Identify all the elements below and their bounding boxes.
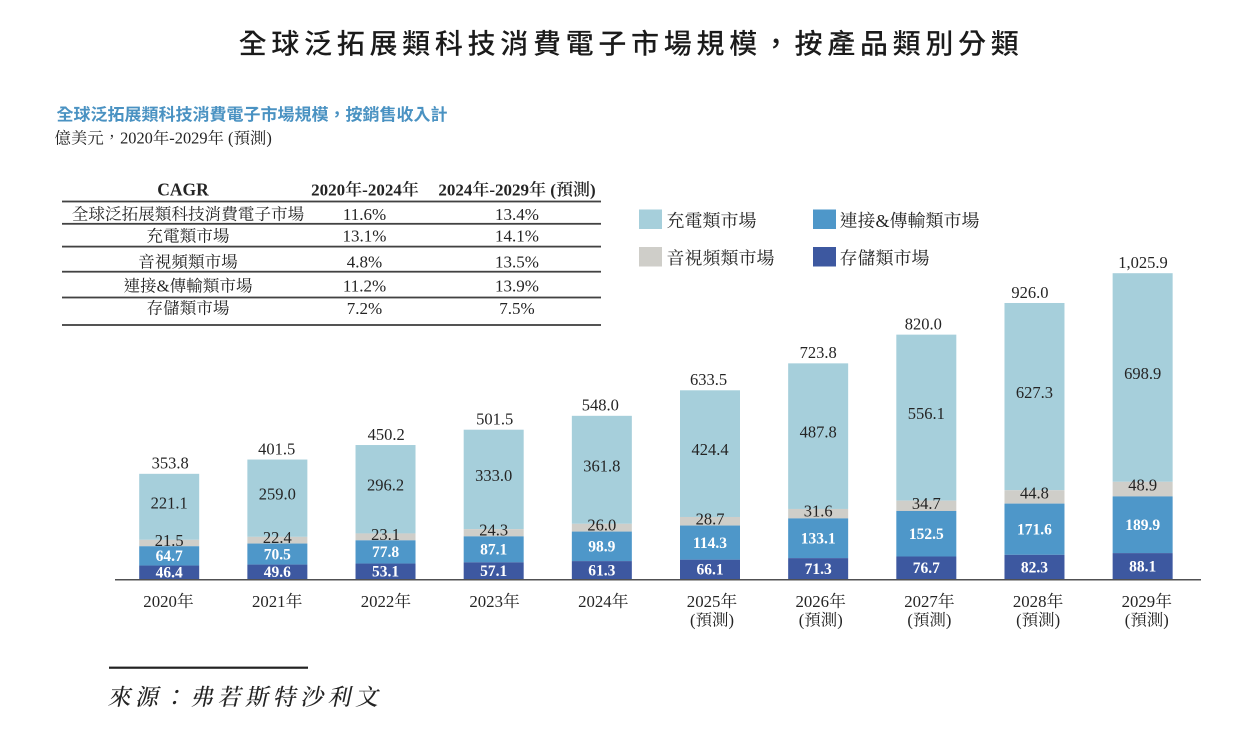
svg-text:87.1: 87.1: [480, 542, 507, 559]
svg-text:98.9: 98.9: [588, 539, 615, 556]
svg-text:2022: 2022: [361, 592, 395, 611]
svg-text:2023: 2023: [469, 592, 503, 611]
svg-text:CAGR: CAGR: [157, 179, 209, 199]
svg-text:221.1: 221.1: [151, 493, 188, 512]
svg-text:1,025.9: 1,025.9: [1118, 253, 1168, 272]
svg-text:152.5: 152.5: [909, 526, 944, 543]
svg-text:23.1: 23.1: [371, 525, 400, 544]
svg-text:-2029: -2029: [169, 129, 207, 148]
svg-text:548.0: 548.0: [582, 396, 619, 415]
svg-text:-2024: -2024: [362, 180, 402, 199]
svg-text:723.8: 723.8: [800, 343, 837, 362]
svg-text:66.1: 66.1: [696, 562, 723, 579]
svg-text:34.7: 34.7: [912, 494, 941, 513]
svg-text:2024: 2024: [438, 180, 473, 199]
svg-text:88.1: 88.1: [1129, 558, 1156, 575]
svg-text:77.8: 77.8: [372, 544, 399, 561]
svg-text:28.7: 28.7: [696, 509, 725, 528]
svg-text:): ): [590, 180, 596, 199]
svg-text:627.3: 627.3: [1016, 383, 1053, 402]
svg-text:53.1: 53.1: [372, 564, 399, 581]
svg-text:26.0: 26.0: [587, 516, 616, 535]
svg-text:44.8: 44.8: [1020, 483, 1049, 502]
svg-text:633.5: 633.5: [690, 370, 727, 389]
svg-text:2020: 2020: [143, 592, 177, 611]
svg-text:296.2: 296.2: [367, 476, 404, 495]
svg-text:(: (: [1125, 611, 1131, 630]
svg-text:11.2%: 11.2%: [343, 277, 386, 296]
svg-text:7.5%: 7.5%: [499, 299, 534, 318]
svg-text:(: (: [228, 129, 233, 148]
svg-text:71.3: 71.3: [805, 561, 832, 578]
svg-text:24.3: 24.3: [479, 521, 508, 540]
svg-text:70.5: 70.5: [264, 546, 291, 563]
svg-text:820.0: 820.0: [905, 314, 942, 333]
svg-text:171.6: 171.6: [1017, 521, 1052, 538]
svg-text:501.5: 501.5: [476, 410, 513, 429]
svg-text:2029: 2029: [1122, 592, 1156, 611]
svg-text:&: &: [876, 211, 890, 231]
svg-text:46.4: 46.4: [156, 565, 183, 582]
svg-text:556.1: 556.1: [908, 404, 945, 423]
svg-text:13.5%: 13.5%: [495, 253, 539, 272]
svg-text:698.9: 698.9: [1124, 364, 1161, 383]
svg-text:): ): [266, 129, 271, 148]
svg-text:13.9%: 13.9%: [495, 277, 539, 296]
svg-text:2021: 2021: [252, 592, 286, 611]
svg-text:114.3: 114.3: [693, 535, 727, 552]
svg-text:57.1: 57.1: [480, 563, 507, 580]
svg-text:21.5: 21.5: [155, 531, 184, 550]
svg-text:487.8: 487.8: [800, 423, 837, 442]
svg-text:450.2: 450.2: [368, 425, 405, 444]
svg-text:&: &: [157, 277, 170, 296]
svg-text:926.0: 926.0: [1011, 283, 1048, 302]
svg-text:401.5: 401.5: [258, 439, 295, 458]
svg-text:): ): [1163, 611, 1169, 630]
svg-text:61.3: 61.3: [588, 562, 615, 579]
svg-text:): ): [1055, 611, 1061, 630]
svg-text:14.1%: 14.1%: [495, 227, 539, 246]
svg-text:4.8%: 4.8%: [347, 253, 382, 272]
svg-text:7.2%: 7.2%: [347, 299, 382, 318]
svg-text:(: (: [550, 180, 556, 199]
svg-text:13.1%: 13.1%: [343, 227, 387, 246]
svg-text:133.1: 133.1: [801, 530, 836, 547]
svg-text:): ): [837, 611, 843, 630]
svg-text:(: (: [690, 611, 696, 630]
svg-text:76.7: 76.7: [913, 560, 940, 577]
svg-text:259.0: 259.0: [259, 485, 296, 504]
svg-text:31.6: 31.6: [804, 502, 833, 521]
svg-text:2025: 2025: [687, 592, 721, 611]
svg-text:361.8: 361.8: [583, 456, 620, 475]
svg-text:(: (: [907, 611, 913, 630]
svg-text:353.8: 353.8: [152, 454, 189, 473]
svg-text:424.4: 424.4: [691, 440, 728, 459]
svg-text:): ): [946, 611, 952, 630]
svg-text:2024: 2024: [578, 592, 612, 611]
svg-text:13.4%: 13.4%: [495, 205, 539, 224]
svg-text:333.0: 333.0: [475, 466, 512, 485]
svg-text:2020: 2020: [120, 129, 153, 148]
svg-text:22.4: 22.4: [263, 528, 292, 547]
svg-text:): ): [729, 611, 735, 630]
svg-text:(: (: [1016, 611, 1022, 630]
svg-text:189.9: 189.9: [1125, 517, 1160, 534]
svg-text:82.3: 82.3: [1021, 559, 1048, 576]
svg-text:-2029: -2029: [489, 180, 529, 199]
svg-text:2028: 2028: [1013, 592, 1047, 611]
svg-text:2020: 2020: [311, 180, 345, 199]
svg-text:2026: 2026: [796, 592, 830, 611]
svg-text:48.9: 48.9: [1128, 476, 1157, 495]
svg-text:64.7: 64.7: [156, 548, 183, 565]
svg-text:2027: 2027: [904, 592, 938, 611]
svg-text:(: (: [799, 611, 805, 630]
svg-text:11.6%: 11.6%: [343, 205, 386, 224]
svg-text:49.6: 49.6: [264, 564, 291, 581]
